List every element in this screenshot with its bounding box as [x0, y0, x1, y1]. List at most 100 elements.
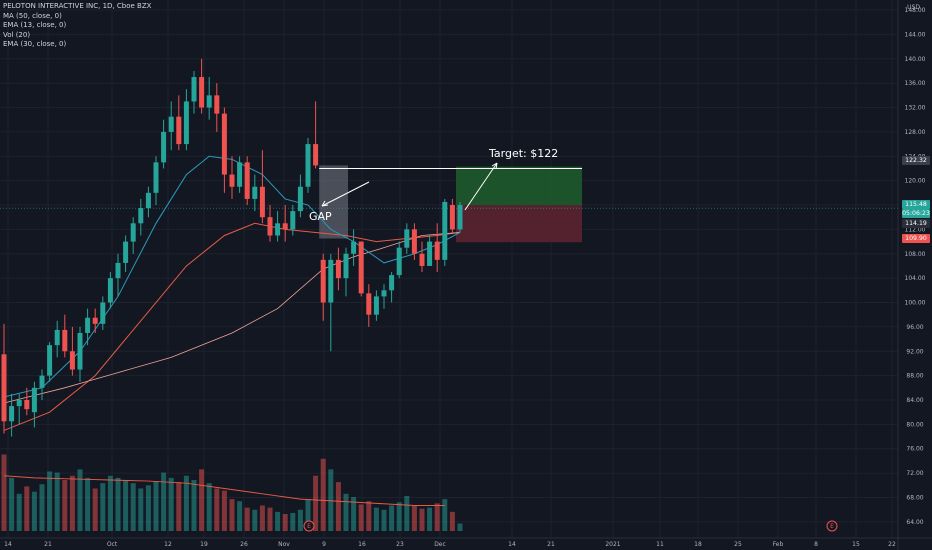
- volume-bar: [290, 512, 296, 531]
- y-tick-label: 128.00: [905, 129, 926, 136]
- candle-body: [320, 259, 326, 303]
- candle-body: [252, 186, 258, 199]
- y-tick-label: 140.00: [905, 56, 926, 63]
- volume-bar: [237, 501, 243, 531]
- legend-ma50[interactable]: MA (50, close, 0): [3, 11, 62, 20]
- volume-bar: [107, 475, 113, 531]
- candle-body: [9, 406, 15, 422]
- candle-body: [176, 116, 182, 145]
- y-tick-label: 68.00: [906, 494, 923, 501]
- candle-body: [62, 329, 68, 352]
- candle-body: [419, 253, 425, 266]
- y-tick-label: 88.00: [906, 373, 923, 380]
- legend-ema30[interactable]: EMA (30, close, 0): [3, 40, 67, 49]
- candle-body: [267, 217, 273, 236]
- y-tick-label: 132.00: [905, 105, 926, 112]
- y-tick-label: 100.00: [905, 300, 926, 307]
- x-tick-label: 16: [358, 541, 366, 548]
- volume-bar: [47, 471, 53, 531]
- price-tag-entry: 115.48: [902, 200, 930, 209]
- price-tag-stop: 109.90: [902, 234, 930, 243]
- candle-body: [69, 351, 75, 370]
- candle-body: [328, 259, 334, 303]
- volume-bar: [77, 469, 83, 531]
- volume-bar: [54, 472, 60, 531]
- candle-body: [183, 101, 189, 145]
- y-tick-label: 76.00: [906, 446, 923, 453]
- volume-bar: [343, 493, 349, 531]
- x-tick-label: 22: [888, 541, 896, 548]
- volume-bar: [199, 469, 205, 531]
- y-tick-label: 80.00: [906, 421, 923, 428]
- x-tick-label: 19: [200, 541, 208, 548]
- symbol-title[interactable]: PELOTON INTERACTIVE INC, 1D, Cboe BZX: [3, 2, 152, 10]
- volume-bar: [206, 483, 212, 531]
- volume-bar: [24, 486, 30, 531]
- candle-body: [290, 211, 296, 230]
- volume-bar: [434, 503, 440, 531]
- volume-bar: [69, 475, 75, 531]
- earnings-icon: [303, 520, 315, 532]
- volume-bar: [259, 505, 265, 531]
- x-tick-label: 21: [547, 541, 555, 548]
- x-tick-label: Feb: [773, 541, 784, 548]
- volume-bar: [313, 475, 319, 531]
- volume-bar: [191, 480, 197, 531]
- volume-bar: [404, 495, 410, 531]
- x-tick-label: Dec: [434, 541, 446, 548]
- candle-body: [396, 247, 402, 276]
- candle-body: [221, 113, 227, 175]
- candle-body: [366, 293, 372, 315]
- y-tick-label: 64.00: [906, 519, 923, 526]
- y-tick-label: 104.00: [905, 275, 926, 282]
- volume-bar: [275, 511, 281, 531]
- gap-arrow: [321, 181, 370, 207]
- volume-bar: [138, 488, 144, 531]
- volume-bar: [16, 493, 22, 531]
- price-axis[interactable]: 64.00 68.00 72.00 76.00 80.00 84.00 88.00 92.00…: [897, 0, 926, 550]
- y-tick-label: 72.00: [906, 470, 923, 477]
- volume-bar: [123, 480, 129, 531]
- price-tag-countdown: 05:06:23: [902, 209, 930, 218]
- ma50-line: [3, 232, 461, 404]
- volume-bar: [161, 472, 167, 531]
- target-arrow: [464, 162, 498, 211]
- candle-body: [305, 144, 311, 187]
- x-tick-label: 26: [240, 541, 248, 548]
- candle-body: [161, 131, 167, 163]
- candle-body: [427, 241, 433, 266]
- candle-body: [404, 229, 410, 248]
- candle-body: [381, 290, 387, 297]
- candle-body: [24, 400, 30, 410]
- candle-body: [1, 354, 7, 422]
- candle-body: [100, 302, 106, 324]
- volume-bar: [221, 490, 227, 531]
- candle-body: [434, 241, 440, 260]
- time-axis[interactable]: 14 21 Oct 12 19 26 Nov 9 16 23 Dec 14 21 2021 11 18 25 Fe…: [0, 537, 932, 548]
- price-tag-last: 114.19: [902, 219, 930, 228]
- earnings-marker-label: E: [307, 523, 311, 530]
- candle-body: [77, 332, 83, 370]
- legend-ema13[interactable]: EMA (13, close, 0): [3, 21, 67, 30]
- volume-bar: [442, 499, 448, 531]
- candle-body: [351, 241, 357, 254]
- x-tick-label: 15: [852, 541, 860, 548]
- volume-bar: [31, 491, 37, 531]
- gap-zone: [319, 165, 348, 239]
- legend-volume[interactable]: Vol (20): [3, 30, 31, 39]
- candle-body: [297, 186, 303, 212]
- candle-body: [199, 77, 205, 108]
- volume-bar: [373, 507, 379, 531]
- candle-body: [449, 205, 455, 230]
- volume-bar: [282, 514, 288, 531]
- volume-bar: [389, 505, 395, 531]
- y-tick-label: 120.00: [905, 178, 926, 185]
- candlesticks: [1, 58, 463, 437]
- volume-bar: [100, 483, 106, 531]
- candle-body: [282, 223, 288, 230]
- y-tick-label: 148.00: [905, 7, 926, 14]
- candle-body: [92, 317, 98, 324]
- target-label: Target: $122: [488, 147, 558, 160]
